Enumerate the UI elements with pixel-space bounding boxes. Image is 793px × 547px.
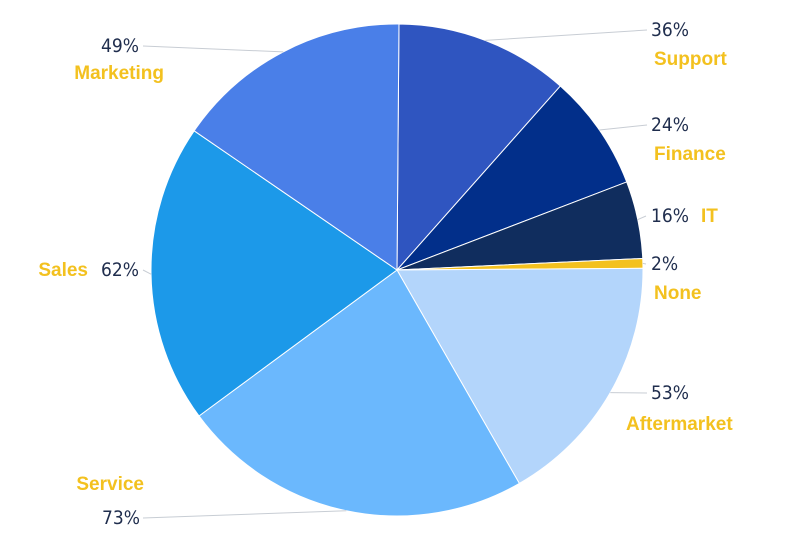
leader-line-none [642,262,647,265]
pie-slice-finance [396,85,628,271]
leader-line-finance [599,124,648,131]
pie-slice-support [396,23,562,272]
slice-value-label: 36% [651,19,689,41]
pie-slice-marketing [193,23,400,271]
slice-value-label: 49% [101,35,139,57]
slice-category-label: IT [701,206,718,227]
leader-line-it [637,215,647,221]
slice-category-label: None [654,283,702,304]
slice-category-label: Marketing [74,63,164,84]
slice-category-label: Service [76,474,144,495]
leader-line-sales [142,269,152,275]
pie-slices [150,23,644,517]
leader-line-support [485,29,648,41]
leader-line-service [142,510,347,519]
slice-value-label: 2% [651,253,678,275]
slice-category-label: Aftermarket [626,414,733,435]
slice-value-label: 62% [101,259,139,281]
slice-value-label: 16% [651,205,689,227]
slice-labels: 36% Support 24% Finance 16% IT 2% None 53% Afterm… [38,19,733,529]
leader-line-marketing [142,45,284,53]
leader-lines [142,29,648,519]
slice-category-label: Sales [38,260,88,281]
slice-value-label: 53% [651,382,689,404]
slice-category-label: Finance [654,144,726,165]
slice-category-label: Support [654,49,727,70]
slice-value-label: 73% [102,507,140,529]
slice-value-label: 24% [651,114,689,136]
